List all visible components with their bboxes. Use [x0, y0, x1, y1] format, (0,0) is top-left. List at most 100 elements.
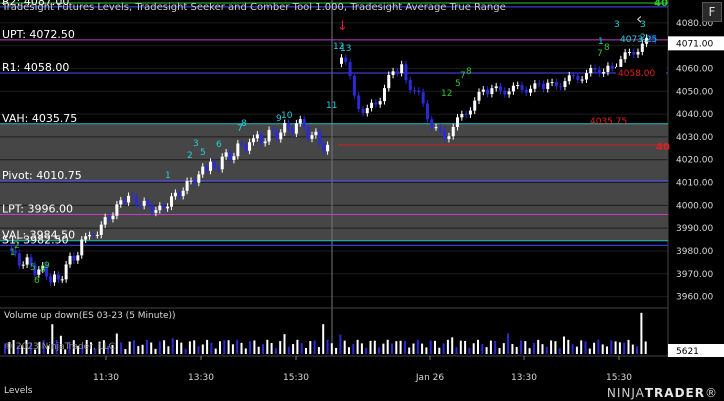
volume-bar — [163, 340, 166, 354]
volume-bar — [180, 342, 183, 354]
volume-bar — [451, 337, 454, 354]
volume-bar — [567, 339, 570, 354]
signal-count: 5 — [455, 79, 461, 89]
volume-bar — [34, 349, 37, 354]
volume-bar — [51, 324, 54, 354]
vah-red-price: 4035.75 — [590, 117, 627, 127]
volume-bar — [408, 347, 411, 354]
signal-count: 12 — [333, 42, 344, 52]
signal-count: 9 — [44, 261, 50, 271]
candlestick-series — [10, 34, 657, 286]
signal-count: 12 — [441, 89, 452, 99]
volume-bar — [416, 339, 419, 354]
volume-bar — [575, 346, 578, 354]
price-tick: 3970.00 — [676, 270, 713, 280]
candle-body — [524, 89, 528, 93]
volume-bar — [77, 345, 80, 354]
current-price-box — [668, 36, 724, 51]
candle-body — [10, 248, 13, 251]
candle-body — [201, 166, 205, 175]
volume-bar — [352, 343, 355, 354]
candle-body — [236, 143, 240, 157]
candle-body — [490, 88, 494, 95]
volume-bar — [223, 340, 226, 354]
volume-bar — [167, 346, 170, 354]
candle-body — [60, 279, 64, 281]
candle-body — [84, 236, 88, 240]
candle-body — [314, 131, 318, 136]
volume-bar — [59, 335, 62, 354]
volume-bar — [644, 341, 647, 354]
price-tick: 4060.00 — [676, 64, 713, 74]
current-volume-box — [668, 344, 724, 357]
candle-body — [348, 62, 352, 76]
candle-body — [623, 52, 627, 60]
volume-bar — [305, 348, 307, 354]
candle-body — [166, 206, 170, 209]
top-green-marker: 40 — [654, 0, 668, 9]
r1-price-bg — [616, 67, 666, 79]
volume-bar — [55, 339, 58, 354]
candle-body — [413, 90, 417, 92]
volume-bar — [610, 340, 613, 354]
candle-body — [240, 143, 244, 145]
candle-body — [115, 204, 119, 216]
volume-bar — [391, 343, 393, 354]
volume-bar — [317, 347, 320, 354]
volume-bar — [64, 349, 67, 354]
volume-bar — [326, 339, 329, 354]
volume-bar — [343, 340, 346, 354]
volume-bar — [614, 341, 617, 354]
candle-body — [52, 274, 56, 283]
volume-bar — [606, 346, 608, 354]
candle-body — [511, 85, 515, 92]
signal-count: 7 — [597, 49, 603, 59]
price-axis[interactable]: 4080.004070.004060.004050.004040.004030.… — [668, 19, 724, 303]
ninjatrader-logo: NINJATRADER® — [607, 386, 718, 400]
volume-bar — [365, 347, 368, 354]
candle-body — [88, 235, 92, 237]
candle-body — [597, 69, 601, 74]
candle-body — [382, 88, 386, 102]
tab-levels[interactable]: Levels — [4, 386, 33, 396]
candle-body — [134, 196, 138, 206]
price-tick: 3960.00 — [676, 293, 713, 303]
volume-bar — [214, 348, 217, 354]
panel-toggle-button[interactable]: F — [702, 2, 722, 22]
volume-bar — [322, 324, 325, 354]
signal-count: 8 — [466, 67, 472, 77]
level-label-val: VAL: 3984.50 — [2, 229, 75, 242]
volume-panel-title: Volume up down(ES 03-23 (5 Minute)) — [4, 311, 176, 321]
level-label-s1: S1: 3982.50 — [2, 233, 69, 246]
volume-bar — [494, 341, 497, 354]
volume-bar — [515, 346, 518, 354]
volume-bar — [434, 340, 436, 354]
candle-body — [537, 83, 541, 85]
volume-bar — [442, 343, 445, 354]
volume-bar — [171, 338, 174, 354]
volume-bar — [627, 339, 630, 354]
volume-bar — [498, 348, 501, 354]
volume-bar — [545, 346, 548, 354]
candle-body — [103, 217, 107, 225]
candle-body — [111, 215, 115, 220]
volume-bar — [94, 349, 97, 354]
candle-body — [205, 166, 209, 171]
volume-bar — [72, 340, 75, 354]
time-axis[interactable]: 11:30 13:30 15:30 Jan 26 13:30 15:30 — [93, 356, 632, 383]
candle-body — [395, 71, 399, 74]
volume-bar — [137, 346, 140, 354]
candle-body — [99, 224, 103, 235]
level-label-lpt: LPT: 3996.00 — [2, 202, 73, 215]
candle-body — [572, 75, 576, 77]
candle-body — [158, 205, 162, 211]
volume-bar — [588, 348, 591, 354]
candle-body — [520, 85, 524, 90]
volume-bar — [244, 348, 247, 354]
candle-body — [64, 264, 68, 280]
candle-body — [507, 91, 511, 95]
volume-tick: 60000 — [676, 299, 724, 318]
